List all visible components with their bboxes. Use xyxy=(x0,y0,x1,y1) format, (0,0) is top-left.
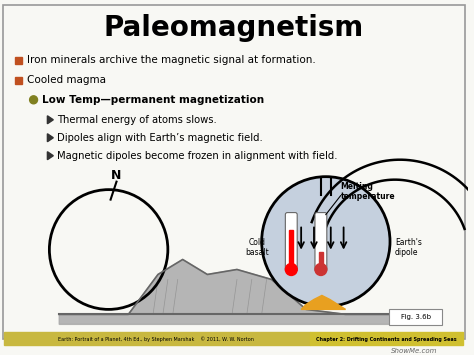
Bar xyxy=(4,332,310,345)
Polygon shape xyxy=(59,260,425,324)
Text: ShowMe.com: ShowMe.com xyxy=(392,348,438,354)
Text: Dipoles align with Earth’s magnetic field.: Dipoles align with Earth’s magnetic fiel… xyxy=(57,133,263,143)
Text: Fig. 3.6b: Fig. 3.6b xyxy=(401,315,431,320)
Polygon shape xyxy=(47,116,53,124)
Text: Paleomagnetism: Paleomagnetism xyxy=(104,14,364,42)
Text: Magnetic dipoles become frozen in alignment with field.: Magnetic dipoles become frozen in alignm… xyxy=(57,151,338,161)
FancyBboxPatch shape xyxy=(315,213,327,272)
FancyBboxPatch shape xyxy=(389,310,442,326)
FancyBboxPatch shape xyxy=(285,213,297,272)
Text: Earth: Portrait of a Planet, 4th Ed., by Stephen Marshak    © 2011, W. W. Norton: Earth: Portrait of a Planet, 4th Ed., by… xyxy=(58,337,254,342)
Polygon shape xyxy=(47,152,53,160)
Bar xyxy=(289,230,293,269)
Circle shape xyxy=(315,263,327,275)
Circle shape xyxy=(285,263,297,275)
Text: Iron minerals archive the magnetic signal at formation.: Iron minerals archive the magnetic signa… xyxy=(27,55,315,65)
Bar xyxy=(319,251,323,269)
Text: Earth's
dipole: Earth's dipole xyxy=(395,238,422,257)
Polygon shape xyxy=(301,295,346,310)
FancyBboxPatch shape xyxy=(3,5,465,339)
Polygon shape xyxy=(47,134,53,142)
Text: N: N xyxy=(111,169,122,182)
Bar xyxy=(310,332,463,345)
Circle shape xyxy=(262,177,390,306)
Bar xyxy=(15,77,22,84)
Text: Low Temp—permanent magnetization: Low Temp—permanent magnetization xyxy=(43,95,264,105)
Text: Cooled magma: Cooled magma xyxy=(27,75,106,85)
Text: Cold
basalt: Cold basalt xyxy=(245,238,269,257)
Circle shape xyxy=(29,96,37,104)
Text: Melting
temperature: Melting temperature xyxy=(341,182,395,201)
Text: Chapter 2: Drifting Continents and Spreading Seas: Chapter 2: Drifting Continents and Sprea… xyxy=(316,337,456,342)
Text: Thermal energy of atoms slows.: Thermal energy of atoms slows. xyxy=(57,115,217,125)
Bar xyxy=(15,57,22,64)
